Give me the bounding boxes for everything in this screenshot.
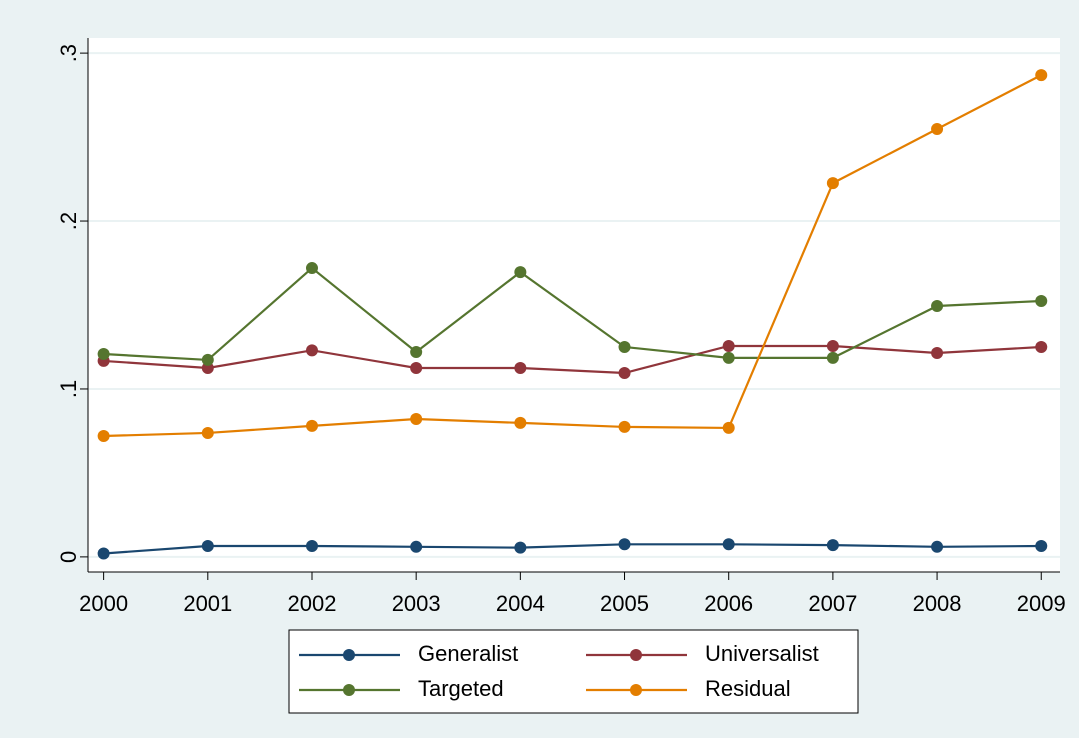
data-point <box>305 344 318 357</box>
legend-marker <box>343 649 355 661</box>
x-tick-label: 2007 <box>808 591 857 616</box>
y-tick-label: 0 <box>56 551 81 563</box>
data-point <box>931 347 944 360</box>
data-point <box>97 429 110 442</box>
data-point <box>514 541 527 554</box>
data-point <box>618 340 631 353</box>
data-point <box>305 539 318 552</box>
data-point <box>201 353 214 366</box>
data-point <box>722 421 735 434</box>
data-point <box>514 266 527 279</box>
data-point <box>1035 294 1048 307</box>
data-point <box>201 539 214 552</box>
data-point <box>410 540 423 553</box>
data-point <box>410 413 423 426</box>
data-point <box>1035 340 1048 353</box>
legend-label: Residual <box>705 676 791 701</box>
legend-marker <box>630 684 642 696</box>
data-point <box>826 539 839 552</box>
data-point <box>97 547 110 560</box>
data-point <box>514 361 527 374</box>
data-point <box>931 123 944 136</box>
data-point <box>931 540 944 553</box>
data-point <box>722 351 735 364</box>
data-point <box>722 339 735 352</box>
x-tick-label: 2002 <box>288 591 337 616</box>
data-point <box>201 426 214 439</box>
x-tick-label: 2008 <box>913 591 962 616</box>
data-point <box>305 419 318 432</box>
legend-label: Universalist <box>705 641 819 666</box>
data-point <box>1035 69 1048 82</box>
data-point <box>931 300 944 313</box>
data-point <box>1035 539 1048 552</box>
data-point <box>97 348 110 361</box>
legend-box <box>288 629 859 714</box>
data-point <box>826 339 839 352</box>
x-tick-label: 2000 <box>79 591 128 616</box>
y-tick-label: .2 <box>56 212 81 230</box>
data-point <box>410 361 423 374</box>
legend-marker <box>343 684 355 696</box>
x-tick-label: 2004 <box>496 591 545 616</box>
legend-label: Targeted <box>418 676 504 701</box>
data-point <box>410 346 423 359</box>
series-line <box>103 344 1042 375</box>
x-tick-label: 2005 <box>600 591 649 616</box>
x-tick-label: 2003 <box>392 591 441 616</box>
x-tick-label: 2001 <box>183 591 232 616</box>
x-tick-label: 2009 <box>1017 591 1066 616</box>
data-point <box>826 351 839 364</box>
data-point <box>618 420 631 433</box>
data-point <box>305 262 318 275</box>
data-point <box>618 367 631 380</box>
data-point <box>618 538 631 551</box>
data-point <box>722 538 735 551</box>
data-point <box>514 416 527 429</box>
legend-label: Generalist <box>418 641 518 666</box>
y-tick-label: .1 <box>56 380 81 398</box>
series-line <box>103 266 1042 362</box>
data-point <box>826 177 839 190</box>
legend-marker <box>630 649 642 661</box>
series-line <box>103 543 1042 555</box>
y-tick-label: .3 <box>56 44 81 62</box>
series-line <box>103 74 1042 438</box>
plot-area <box>88 38 1060 572</box>
x-tick-label: 2006 <box>704 591 753 616</box>
